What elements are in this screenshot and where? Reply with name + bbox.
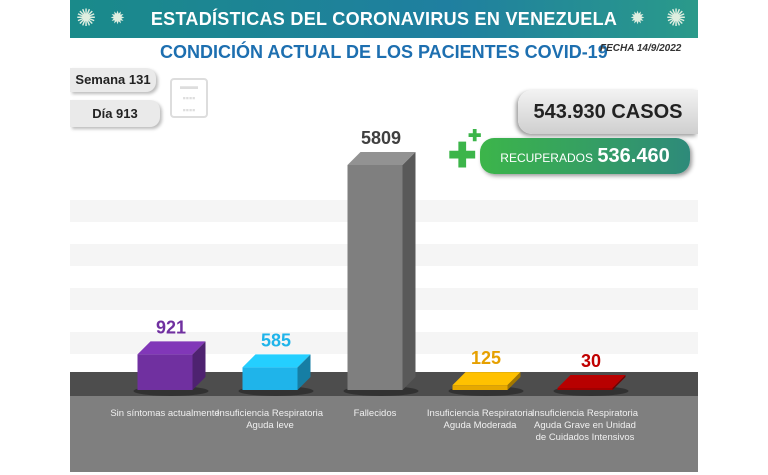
day-badge: Día 913 xyxy=(70,100,160,127)
bar-top xyxy=(242,354,311,368)
total-cases: 543.930 CASOS xyxy=(518,90,698,134)
bar xyxy=(242,367,298,390)
subtitle: CONDICIÓN ACTUAL DE LOS PACIENTES COVID-… xyxy=(160,42,608,62)
virus-icon: ✹ xyxy=(110,8,126,28)
bar-top xyxy=(452,372,521,386)
category-label: Fallecidos xyxy=(353,408,397,419)
infographic: ✺ ✹ ESTADÍSTICAS DEL CORONAVIRUS EN VENE… xyxy=(70,0,698,472)
bar xyxy=(137,354,193,390)
bar-value-label: 5809 xyxy=(361,128,401,148)
bar-value-label: 921 xyxy=(156,317,186,337)
recovered-value: 536.460 xyxy=(597,145,670,167)
bar-value-label: 30 xyxy=(581,351,601,371)
calendar-icon: ▬▬ ▪▪▪▪ ▪▪▪▪ xyxy=(170,78,208,118)
bar-side xyxy=(192,341,206,390)
bar-top xyxy=(557,375,626,388)
bar xyxy=(452,385,508,390)
bar-side xyxy=(612,375,626,390)
category-label: Insuficiencia Respiratoria Aguda leve xyxy=(216,408,324,431)
virus-icon: ✹ xyxy=(630,8,646,28)
virus-icon: ✺ xyxy=(666,5,687,32)
bar-value-label: 585 xyxy=(261,330,291,350)
label-area xyxy=(70,396,698,472)
recovered-label: RECUPERADOS xyxy=(500,151,593,165)
bar-side xyxy=(297,354,311,390)
bar-chart: 921 585 5809 125 30 xyxy=(70,128,698,472)
bar-side xyxy=(402,152,416,390)
bar xyxy=(347,165,403,390)
category-label: Insuficiencia Respiratoria Aguda Grave e… xyxy=(531,408,639,443)
plus-icon: ✚ xyxy=(468,128,482,145)
category-label: Insuficiencia Respiratoria Aguda Moderad… xyxy=(426,408,534,431)
plus-icon: ✚ xyxy=(448,137,477,175)
main-title: ESTADÍSTICAS DEL CORONAVIRUS EN VENEZUEL… xyxy=(150,9,618,29)
week-badge: Semana 131 xyxy=(70,68,156,92)
recovered-badge: RECUPERADOS 536.460 xyxy=(480,138,690,174)
bar-side xyxy=(507,372,521,390)
bar-top xyxy=(137,341,206,355)
bar xyxy=(557,388,613,390)
bar-value-label: 125 xyxy=(471,348,501,368)
date: FECHA 14/9/2022 xyxy=(600,43,682,54)
bar-top xyxy=(347,152,416,165)
virus-icon: ✺ xyxy=(76,5,97,32)
category-label: Sin síntomas actualmente xyxy=(110,408,220,419)
title-banner: ✺ ✹ ESTADÍSTICAS DEL CORONAVIRUS EN VENE… xyxy=(70,0,698,38)
